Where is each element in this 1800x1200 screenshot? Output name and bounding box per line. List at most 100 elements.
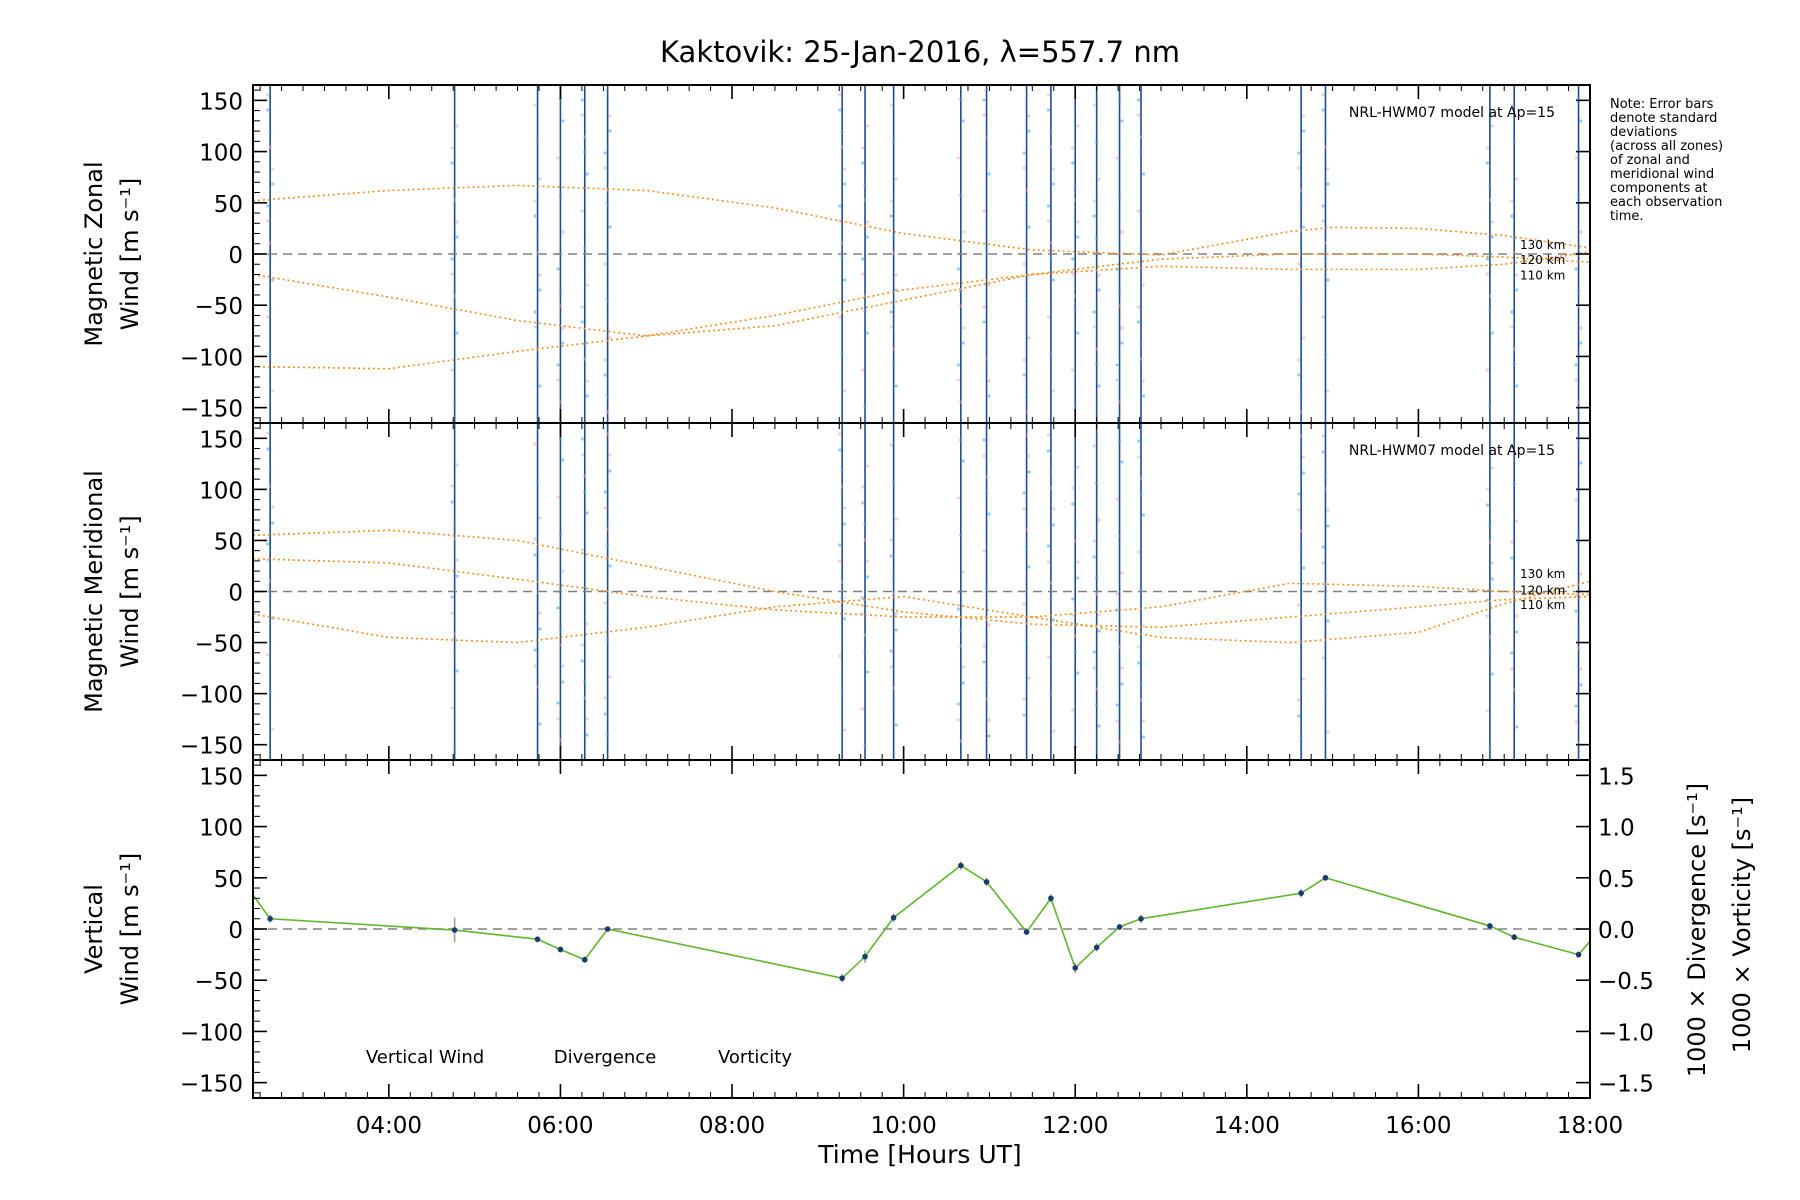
obs-dot — [1076, 124, 1080, 128]
obs-dot — [987, 283, 991, 287]
vertical-wind-point — [581, 956, 588, 963]
obs-dot — [1141, 379, 1146, 383]
obs-dot — [889, 325, 893, 329]
x-tick-label: 14:00 — [1214, 1113, 1280, 1139]
model-curve — [252, 558, 1591, 618]
obs-dot — [843, 278, 847, 282]
obs-dot — [863, 294, 867, 298]
obs-dot — [558, 738, 563, 742]
obs-dot — [1321, 93, 1325, 97]
obs-dot — [266, 315, 270, 319]
obs-dot — [561, 680, 565, 684]
note-line: each observation — [1610, 195, 1722, 210]
obs-dot — [959, 193, 963, 197]
obs-dot — [585, 379, 589, 383]
obs-dot — [984, 475, 989, 479]
obs-dot — [583, 585, 587, 589]
obs-dot — [1299, 434, 1303, 438]
obs-dot — [1139, 246, 1143, 250]
obs-dot — [1510, 540, 1514, 544]
vertical-wind-point — [1322, 874, 1329, 881]
obs-dot — [865, 235, 870, 239]
obs-dot — [561, 458, 565, 462]
obs-dot — [863, 183, 867, 187]
obs-dot — [583, 696, 587, 700]
obs-dot — [538, 384, 542, 388]
obs-dot — [961, 119, 965, 123]
obs-dot — [266, 219, 270, 223]
obs-dot — [453, 309, 457, 313]
obs-dot — [453, 648, 457, 652]
obs-dot — [1297, 166, 1301, 170]
obs-dot — [984, 586, 989, 590]
obs-dot — [535, 362, 540, 366]
obs-dot — [580, 305, 584, 309]
obs-dot — [1073, 198, 1077, 202]
obs-dot — [894, 177, 898, 181]
obs-dot — [556, 378, 560, 382]
obs-dot — [533, 199, 537, 203]
obs-dot — [1576, 646, 1581, 650]
obs-dot — [1139, 492, 1143, 496]
obs-dot — [271, 278, 275, 282]
obs-dot — [556, 267, 560, 271]
obs-dot — [1297, 358, 1301, 362]
vertical-wind-point — [1487, 923, 1493, 929]
obs-dot — [1488, 746, 1492, 750]
obs-dot — [585, 283, 589, 287]
obs-dot — [455, 124, 459, 128]
obs-dot — [1490, 466, 1495, 470]
y-tick-label: −100 — [180, 683, 243, 709]
obs-dot — [1515, 630, 1519, 634]
obs-dot — [455, 235, 459, 239]
obs-dot — [1323, 241, 1328, 245]
obs-dot — [453, 537, 457, 541]
obs-dot — [1051, 523, 1056, 527]
obs-dot — [1302, 455, 1306, 459]
obs-dot — [838, 559, 842, 563]
obs-dot — [1488, 405, 1492, 409]
obs-dot — [1323, 352, 1328, 356]
obs-dot — [961, 459, 965, 463]
obs-dot — [982, 549, 986, 553]
obs-dot — [961, 341, 965, 345]
obs-dot — [535, 685, 540, 689]
obs-dot — [1049, 130, 1053, 134]
obs-dot — [1022, 713, 1026, 717]
model-curve — [252, 251, 1591, 370]
obs-dot — [1025, 188, 1029, 192]
obs-dot — [1092, 103, 1096, 107]
obs-dot — [840, 691, 844, 695]
obs-dot — [603, 262, 607, 266]
obs-dot — [1136, 645, 1141, 649]
obs-dot — [1076, 560, 1080, 564]
obs-dot — [865, 220, 870, 224]
obs-dot — [894, 517, 898, 521]
obs-dot — [1574, 720, 1578, 724]
obs-dot — [585, 622, 589, 626]
y-tick-label: 0 — [228, 918, 243, 944]
obs-dot — [1073, 294, 1077, 298]
obs-dot — [561, 230, 565, 234]
obs-dot — [266, 108, 270, 112]
obs-dot — [558, 193, 563, 197]
obs-dot — [1092, 325, 1096, 329]
x-tick-label: 12:00 — [1042, 1113, 1108, 1139]
obs-dot — [1297, 508, 1301, 512]
obs-dot — [1326, 730, 1330, 734]
obs-dot — [1515, 614, 1519, 618]
obs-dot — [533, 310, 537, 314]
obs-dot — [538, 177, 542, 181]
obs-dot — [1071, 597, 1075, 601]
obs-dot — [1022, 262, 1026, 266]
obs-dot — [266, 431, 270, 435]
obs-dot — [1488, 198, 1492, 202]
obs-dot — [450, 611, 454, 615]
obs-dot — [838, 108, 842, 112]
obs-dot — [1141, 735, 1146, 739]
obs-dot — [984, 491, 989, 495]
obs-dot — [1299, 188, 1303, 192]
obs-dot — [561, 341, 565, 345]
obs-dot — [1076, 220, 1080, 224]
